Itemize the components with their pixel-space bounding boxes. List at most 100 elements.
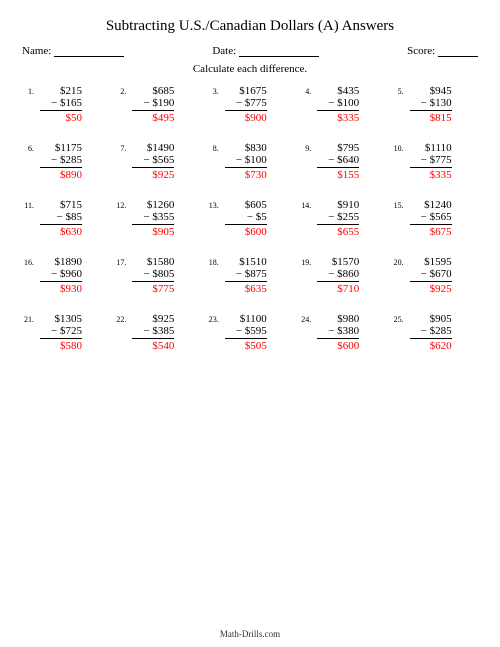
problem-number: 8. bbox=[207, 142, 219, 153]
problem-stack: $980− $380$600 bbox=[317, 313, 359, 352]
problem-stack: $1490− $565$925 bbox=[132, 142, 174, 181]
problem-stack: $215− $165$50 bbox=[40, 85, 82, 124]
problem: 23. $1100− $595$505 bbox=[207, 313, 293, 352]
subtrahend: − $875 bbox=[225, 268, 267, 282]
problem-stack: $1305− $725$580 bbox=[40, 313, 82, 352]
problem-number: 9. bbox=[299, 142, 311, 153]
subtrahend: − $5 bbox=[225, 211, 267, 225]
problem-stack: $1240− $565$675 bbox=[410, 199, 452, 238]
problem-number: 21. bbox=[22, 313, 34, 324]
problem-number: 3. bbox=[207, 85, 219, 96]
problem-number: 5. bbox=[392, 85, 404, 96]
subtrahend: − $130 bbox=[410, 97, 452, 111]
score-underline bbox=[438, 46, 478, 57]
answer: $600 bbox=[225, 225, 267, 238]
answer: $630 bbox=[40, 225, 82, 238]
date-field: Date: bbox=[212, 45, 319, 57]
problem-stack: $795− $640$155 bbox=[317, 142, 359, 181]
problem: 4.$435− $100$335 bbox=[299, 85, 385, 124]
minuend: $1100 bbox=[225, 313, 267, 325]
subtrahend: − $190 bbox=[132, 97, 174, 111]
problem: 1. $215− $165$50 bbox=[22, 85, 108, 124]
minuend: $1580 bbox=[132, 256, 174, 268]
subtrahend: − $100 bbox=[225, 154, 267, 168]
minuend: $1890 bbox=[40, 256, 82, 268]
problem: 9. $795− $640$155 bbox=[299, 142, 385, 181]
date-underline bbox=[239, 46, 319, 57]
problem-number: 11. bbox=[22, 199, 34, 210]
answer: $635 bbox=[225, 282, 267, 295]
page-title: Subtracting U.S./Canadian Dollars (A) An… bbox=[22, 18, 478, 35]
problem: 16.$1890− $960$930 bbox=[22, 256, 108, 295]
problem-number: 1. bbox=[22, 85, 34, 96]
problem-number: 10. bbox=[392, 142, 404, 153]
minuend: $1240 bbox=[410, 199, 452, 211]
problem: 19.$1570− $860$710 bbox=[299, 256, 385, 295]
answer: $50 bbox=[40, 111, 82, 124]
problem: 3. $1675− $775$900 bbox=[207, 85, 293, 124]
subtrahend: − $960 bbox=[40, 268, 82, 282]
answer: $335 bbox=[410, 168, 452, 181]
problem-number: 18. bbox=[207, 256, 219, 267]
problem-stack: $435− $100$335 bbox=[317, 85, 359, 124]
subtrahend: − $255 bbox=[317, 211, 359, 225]
instruction-text: Calculate each difference. bbox=[22, 63, 478, 75]
minuend: $980 bbox=[317, 313, 359, 325]
subtrahend: − $100 bbox=[317, 97, 359, 111]
answer: $655 bbox=[317, 225, 359, 238]
problem-stack: $1100− $595$505 bbox=[225, 313, 267, 352]
problem-stack: $685− $190$495 bbox=[132, 85, 174, 124]
answer: $580 bbox=[40, 339, 82, 352]
problem-stack: $1175− $285$890 bbox=[40, 142, 82, 181]
minuend: $715 bbox=[40, 199, 82, 211]
problem: 10. $1110− $775$335 bbox=[392, 142, 478, 181]
subtrahend: − $85 bbox=[40, 211, 82, 225]
subtrahend: − $285 bbox=[410, 325, 452, 339]
minuend: $685 bbox=[132, 85, 174, 97]
subtrahend: − $670 bbox=[410, 268, 452, 282]
problem: 20. $1595− $670$925 bbox=[392, 256, 478, 295]
problem: 7.$1490− $565$925 bbox=[114, 142, 200, 181]
problem: 8.$830− $100$730 bbox=[207, 142, 293, 181]
problem-stack: $905− $285$620 bbox=[410, 313, 452, 352]
minuend: $945 bbox=[410, 85, 452, 97]
problem: 15.$1240− $565$675 bbox=[392, 199, 478, 238]
problem-stack: $1110− $775$335 bbox=[410, 142, 452, 181]
problem: 11. $715− $85$630 bbox=[22, 199, 108, 238]
problem-number: 23. bbox=[207, 313, 219, 324]
problem-stack: $1510− $875$635 bbox=[225, 256, 267, 295]
minuend: $1510 bbox=[225, 256, 267, 268]
answer: $815 bbox=[410, 111, 452, 124]
problem-number: 25. bbox=[392, 313, 404, 324]
minuend: $1110 bbox=[410, 142, 452, 154]
answer: $925 bbox=[410, 282, 452, 295]
minuend: $1260 bbox=[132, 199, 174, 211]
problem-stack: $715− $85$630 bbox=[40, 199, 82, 238]
problem-stack: $1675− $775$900 bbox=[225, 85, 267, 124]
problem: 14.$910− $255$655 bbox=[299, 199, 385, 238]
score-label: Score: bbox=[407, 45, 435, 57]
problem-stack: $605− $5$600 bbox=[225, 199, 267, 238]
problem-number: 19. bbox=[299, 256, 311, 267]
problem-number: 13. bbox=[207, 199, 219, 210]
problem-stack: $910− $255$655 bbox=[317, 199, 359, 238]
problem-stack: $1595− $670$925 bbox=[410, 256, 452, 295]
footer-text: Math-Drills.com bbox=[0, 629, 500, 639]
minuend: $435 bbox=[317, 85, 359, 97]
answer: $335 bbox=[317, 111, 359, 124]
problem-stack: $925− $385$540 bbox=[132, 313, 174, 352]
subtrahend: − $565 bbox=[410, 211, 452, 225]
problem: 21. $1305− $725$580 bbox=[22, 313, 108, 352]
problem: 17.$1580− $805$775 bbox=[114, 256, 200, 295]
problem-number: 20. bbox=[392, 256, 404, 267]
problem-number: 17. bbox=[114, 256, 126, 267]
problem: 25. $905− $285$620 bbox=[392, 313, 478, 352]
minuend: $1490 bbox=[132, 142, 174, 154]
subtrahend: − $385 bbox=[132, 325, 174, 339]
subtrahend: − $860 bbox=[317, 268, 359, 282]
name-field: Name: bbox=[22, 45, 124, 57]
subtrahend: − $640 bbox=[317, 154, 359, 168]
problem: 5. $945− $130$815 bbox=[392, 85, 478, 124]
answer: $600 bbox=[317, 339, 359, 352]
minuend: $905 bbox=[410, 313, 452, 325]
